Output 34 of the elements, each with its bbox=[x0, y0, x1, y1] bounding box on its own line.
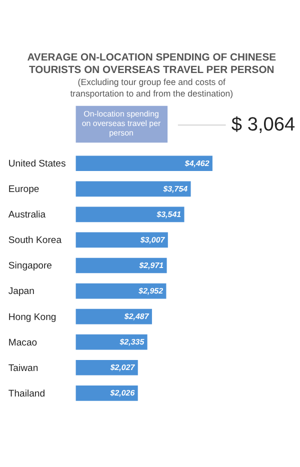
data-label: $2,335 bbox=[118, 337, 145, 346]
y-tick-label: Australia bbox=[8, 210, 46, 221]
chart-title: AVERAGE ON-LOCATION SPENDING OF CHINESE TOURISTS ON OVERSEAS TRAVEL PER PERSON bbox=[27, 52, 276, 76]
bar bbox=[76, 258, 167, 274]
bar bbox=[76, 334, 148, 350]
data-label: $2,027 bbox=[109, 363, 136, 372]
bar bbox=[76, 181, 191, 197]
data-label: $3,007 bbox=[139, 235, 166, 244]
y-tick-label: Europe bbox=[8, 184, 40, 196]
bar bbox=[76, 283, 166, 299]
data-label: $3,754 bbox=[162, 184, 188, 194]
data-label: $2,952 bbox=[138, 286, 164, 296]
chart-subtitle: (Excluding tour group fee and costs of transportation to and from the destination) bbox=[70, 77, 234, 98]
y-tick-label: United States bbox=[8, 158, 66, 170]
y-tick-label: Singapore bbox=[8, 260, 52, 272]
bar bbox=[76, 360, 138, 376]
y-tick-label: Macao bbox=[8, 337, 38, 348]
bar bbox=[76, 206, 184, 222]
data-label: $4,462 bbox=[184, 158, 210, 168]
data-label: $2,026 bbox=[109, 388, 136, 398]
bar bbox=[76, 386, 138, 401]
bar bbox=[76, 232, 168, 248]
data-label: $3,541 bbox=[156, 210, 182, 219]
y-tick-label: Japan bbox=[8, 286, 34, 298]
data-label: $2,487 bbox=[123, 312, 150, 321]
text: On-location spending on overseas travel per person bbox=[82, 109, 162, 138]
data-label: $2,971 bbox=[138, 260, 164, 270]
y-tick-label: Thailand bbox=[8, 388, 46, 400]
text: $ 3,064 bbox=[231, 114, 296, 136]
y-tick-label: South Korea bbox=[8, 235, 62, 246]
y-tick-label: Taiwan bbox=[8, 362, 38, 374]
bar bbox=[76, 308, 152, 324]
y-tick-label: Hong Kong bbox=[8, 312, 56, 323]
bar bbox=[76, 156, 212, 172]
